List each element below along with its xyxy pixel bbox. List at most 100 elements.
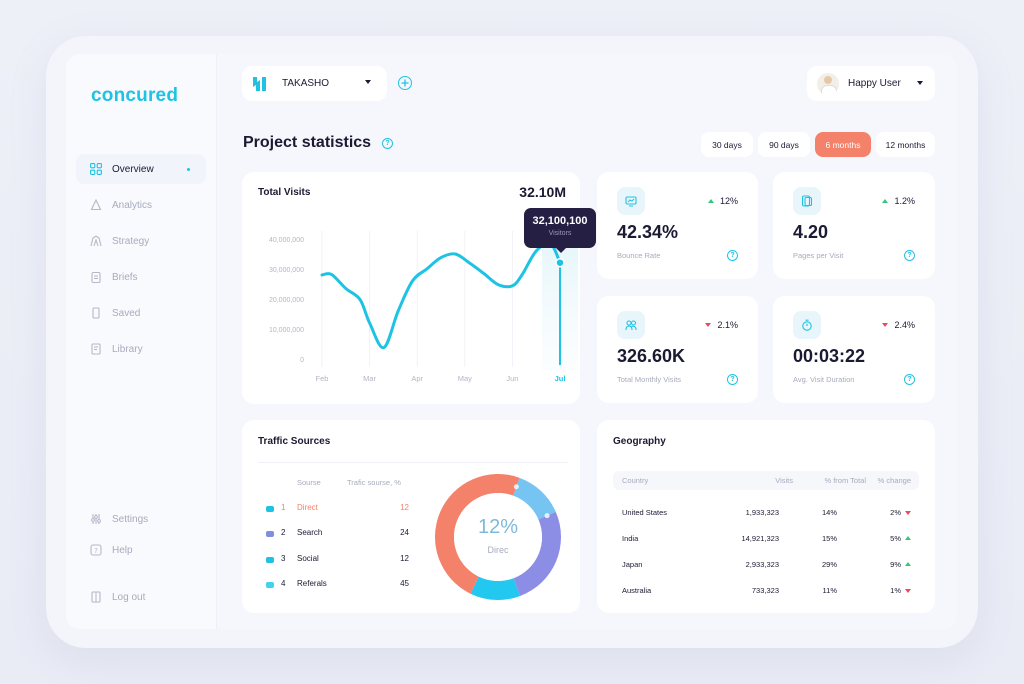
tooltip-value: 32,100,100 (532, 214, 588, 227)
help-icon[interactable]: ? (904, 250, 915, 261)
page-title: Project statistics (243, 134, 372, 151)
chevron-down-icon (917, 81, 923, 85)
row-number: 2 (281, 528, 286, 537)
source-name: Social (297, 554, 319, 563)
donut-value: 12% (477, 516, 519, 538)
source-name: Referals (297, 579, 327, 588)
kpi-card-bounce-rate: 12% 42.34% Bounce Rate ? (597, 172, 758, 279)
plus-icon (401, 79, 409, 87)
table-row[interactable]: 3 Social 12 (242, 554, 412, 568)
sidebar-item-label: Analytics (112, 199, 153, 211)
help-icon[interactable]: ? (727, 250, 738, 261)
donut-slice-social[interactable] (470, 576, 521, 600)
color-swatch (266, 506, 274, 512)
table-row[interactable]: 1 Direct 12 (242, 503, 412, 517)
donut-hole (454, 493, 542, 581)
kpi-change: 2.4% (882, 320, 915, 330)
source-name: Search (297, 528, 323, 537)
table-row[interactable]: 4 Referals 45 (242, 579, 412, 593)
brand-logo: concured (91, 85, 179, 106)
country-name: Australia (622, 586, 652, 595)
arrow-up-icon (707, 199, 714, 203)
sidebar-item-analytics[interactable]: Analytics (76, 190, 206, 220)
stopwatch-icon (793, 311, 821, 339)
traffic-donut-chart (434, 473, 561, 600)
chart-icon (617, 187, 645, 215)
kpi-change: 2.1% (705, 320, 738, 330)
y-tick-label: 40,000,000 (269, 237, 304, 244)
x-tick-label: Jun (506, 374, 518, 383)
table-row[interactable]: United States 1,933,323 14% 2% (613, 503, 919, 521)
sidebar-item-briefs[interactable]: Briefs (76, 262, 206, 292)
clipboard-icon (90, 271, 102, 283)
sidebar-item-label: Library (112, 343, 143, 355)
range-button-6-months[interactable]: 6 months (815, 132, 871, 157)
total-visits-card: Total Visits 32.10M 40,000,000 30,000,000… (242, 172, 596, 404)
country-name: Japan (622, 560, 643, 569)
column-header: Visits (775, 476, 793, 485)
visits-value: 1,933,323 (745, 508, 779, 517)
arrow-down-icon (705, 323, 712, 327)
tooltip-label: Visitors (548, 229, 572, 237)
change-value: 9% (890, 560, 901, 569)
kpi-label: Avg. Visit Duration (793, 375, 855, 384)
sidebar-item-help[interactable]: ? Help (76, 535, 206, 565)
sidebar-item-strategy[interactable]: Strategy (76, 226, 206, 256)
help-icon[interactable]: ? (904, 374, 915, 385)
sidebar-item-library[interactable]: Library (76, 334, 206, 364)
source-value: 12 (400, 503, 409, 512)
project-name: TAKASHO (282, 78, 330, 89)
y-tick-label: 0 (300, 357, 304, 364)
change-value: 2% (890, 508, 901, 517)
highlight-point[interactable] (555, 257, 565, 268)
kpi-card-avg-visit-duration: 2.4% 00:03:22 Avg. Visit Duration ? (773, 296, 935, 403)
donut-label: Direc (487, 545, 509, 555)
color-swatch (266, 582, 274, 588)
column-header: % from Total (824, 476, 866, 485)
table-header: Country Visits % from Total % change (613, 471, 919, 490)
table-row[interactable]: India 14,921,323 15% 5% (613, 529, 919, 547)
kpi-change: 12% (707, 196, 738, 206)
table-row[interactable]: 2 Search 24 (242, 528, 412, 542)
kpi-value: 4.20 (793, 222, 829, 242)
user-dropdown[interactable]: Happy User (807, 66, 935, 101)
range-button-12-months[interactable]: 12 months (876, 132, 935, 157)
share-value: 29% (821, 560, 837, 569)
donut-slice-direct[interactable] (513, 477, 556, 520)
range-button-30-days[interactable]: 30 days (701, 132, 753, 157)
help-icon[interactable]: ? (727, 374, 738, 385)
sidebar-item-logout[interactable]: Log out (76, 582, 206, 612)
source-value: 45 (400, 579, 409, 588)
donut-slice-referals[interactable] (434, 473, 520, 594)
table-row[interactable]: Japan 2,933,323 29% 9% (613, 555, 919, 573)
sidebar-item-label: Help (112, 544, 133, 556)
sidebar-item-overview[interactable]: Overview (76, 154, 206, 184)
donut-marker (513, 484, 519, 490)
arrow-down-icon (882, 323, 889, 327)
add-project-button[interactable] (398, 76, 412, 90)
bookmark-icon (90, 307, 102, 319)
sidebar-item-label: Overview (112, 163, 154, 175)
x-tick-label[interactable]: Jul (555, 374, 566, 383)
arrow-up-icon (905, 562, 911, 566)
sidebar-item-saved[interactable]: Saved (76, 298, 206, 328)
help-icon: ? (90, 544, 102, 556)
library-icon (90, 343, 102, 355)
project-dropdown[interactable]: TAKASHO (242, 66, 387, 101)
range-button-90-days[interactable]: 90 days (758, 132, 810, 157)
row-number: 1 (281, 503, 286, 512)
help-icon[interactable]: ? (382, 138, 393, 149)
sidebar-item-label: Saved (112, 307, 141, 319)
source-value: 12 (400, 554, 409, 563)
table-row[interactable]: Australia 733,323 11% 1% (613, 581, 919, 599)
x-tick-label: Apr (411, 374, 423, 383)
kpi-value: 00:03:22 (793, 346, 866, 366)
change-value: 1% (890, 586, 901, 595)
source-name: Direct (297, 503, 318, 512)
kpi-label: Total Monthly Visits (617, 375, 682, 384)
sidebar-item-settings[interactable]: Settings (76, 504, 206, 534)
sidebar-item-label: Briefs (112, 271, 138, 283)
kpi-card-total-monthly-visits: 2.1% 326.60K Total Monthly Visits ? (597, 296, 758, 403)
visits-line-chart: 40,000,000 30,000,000 20,000,000 10,000,000… (269, 229, 578, 383)
donut-slice-search[interactable] (513, 511, 561, 596)
